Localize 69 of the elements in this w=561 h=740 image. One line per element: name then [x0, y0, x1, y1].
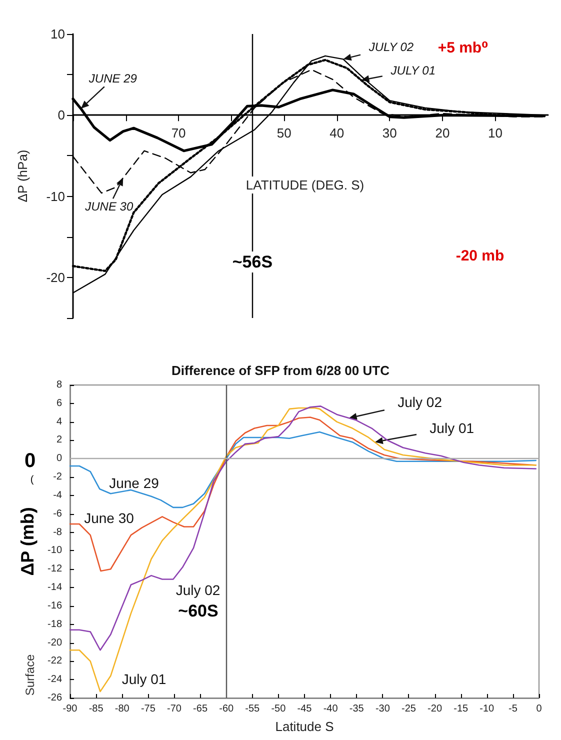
y-tick-label: -20 — [46, 270, 65, 285]
y-tick-label: -26 — [48, 692, 62, 704]
y-tick-label: -2 — [53, 472, 62, 483]
y-tick-label: 4 — [56, 416, 62, 428]
y-tick-label: -22 — [48, 656, 62, 667]
y-tick-label: 8 — [56, 380, 62, 390]
x-tick-label: -20 — [428, 704, 442, 714]
y-tick-label: -14 — [48, 582, 62, 594]
text: Surface — [23, 654, 37, 696]
x-tick-label: -40 — [323, 704, 338, 714]
x-tick-label: -25 — [401, 704, 416, 714]
x-tick-label: 0 — [536, 704, 542, 714]
x-tick-label: 20 — [435, 126, 450, 141]
x-tick-label: -15 — [454, 704, 468, 714]
annotation: +5 mb⁰ — [438, 40, 488, 56]
annotation: JUNE 29 — [88, 72, 138, 86]
x-tick-label: -75 — [140, 704, 156, 714]
x-tick-label: -5 — [508, 704, 518, 714]
y-axis-title: ΔP (mb) — [18, 507, 38, 576]
annotation: JULY 01 — [390, 63, 436, 78]
y-tick-label: 6 — [56, 398, 62, 409]
x-tick-label: -60 — [219, 704, 234, 714]
x-tick-label: -90 — [62, 704, 78, 714]
x-tick-label: -85 — [88, 704, 104, 714]
text: 0 — [24, 450, 36, 472]
annotation: June 30 — [84, 510, 134, 526]
ref-line-label: ~56S — [232, 252, 273, 272]
x-tick-label: 70 — [171, 126, 186, 141]
annotation: July 01 — [430, 420, 474, 436]
x-tick-label: -65 — [193, 704, 208, 714]
x-tick-label: -70 — [166, 704, 182, 714]
y-tick-label: 2 — [56, 434, 62, 446]
annotation: July 02 — [398, 394, 442, 410]
y-tick-label: 10 — [50, 26, 65, 42]
y-tick-label: -20 — [48, 637, 62, 648]
y-tick-label: -12 — [48, 564, 62, 575]
x-tick-label: -80 — [114, 704, 130, 714]
chart-title: Difference of SFP from 6/28 00 UTC — [172, 363, 390, 378]
annotation: JULY 02 — [368, 40, 414, 54]
annotation: JUNE 30 — [84, 200, 134, 214]
y-tick-label: 0 — [56, 453, 62, 464]
y-tick-label: -8 — [53, 526, 62, 538]
annotation: July 01 — [122, 671, 166, 687]
y-tick-label: -24 — [48, 674, 62, 686]
x-tick-label: 50 — [276, 126, 292, 141]
annotation: -20 mb — [456, 248, 504, 264]
x-tick-label: -55 — [245, 704, 260, 714]
ref-line-label: ~60S — [178, 602, 218, 620]
x-tick-label: -35 — [349, 704, 364, 714]
x-tick-label: 10 — [488, 126, 502, 141]
x-tick-label: 30 — [382, 126, 397, 141]
x-axis-title: Latitude S — [275, 719, 334, 734]
x-tick-label: -50 — [271, 704, 286, 714]
y-tick-label: -10 — [46, 188, 65, 204]
annotation: July 02 — [176, 582, 220, 598]
y-tick-label: -10 — [48, 545, 62, 556]
y-tick-label: -16 — [48, 600, 62, 612]
x-tick-label: 40 — [330, 126, 344, 141]
text: ( — [30, 474, 34, 486]
x-tick-label: -45 — [297, 704, 312, 714]
annotation: June 29 — [109, 475, 160, 491]
y-axis-title: ΔP (hPa) — [15, 150, 30, 202]
y-tick-label: 0 — [58, 108, 65, 123]
y-tick-label: -18 — [48, 618, 62, 630]
y-tick-label: -6 — [53, 508, 62, 520]
x-axis-title: LATITUDE (DEG. S) — [246, 178, 364, 192]
x-tick-label: -30 — [375, 704, 390, 714]
y-tick-label: -4 — [53, 490, 62, 501]
x-tick-label: -10 — [480, 704, 495, 714]
